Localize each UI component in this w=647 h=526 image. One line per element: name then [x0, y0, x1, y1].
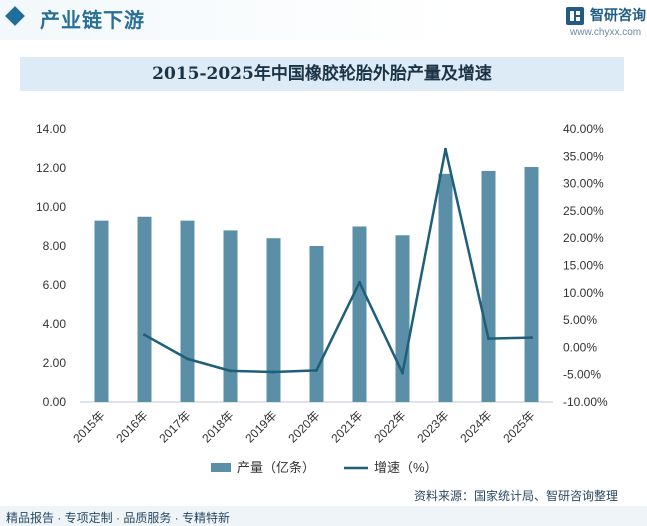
legend-line-label: 增速（%）: [374, 460, 438, 475]
y-right-tick-label: -5.00%: [563, 368, 601, 382]
x-tick-label: 2023年: [414, 408, 451, 445]
growth-point: [530, 336, 533, 340]
x-tick-label: 2021年: [328, 408, 365, 445]
bar-production: [438, 173, 453, 402]
y-right-tick-label: 25.00%: [563, 204, 604, 218]
y-left-tick-label: 10.00: [36, 200, 66, 214]
y-right-tick-label: -10.00%: [563, 395, 608, 409]
x-tick-label: 2015年: [70, 408, 107, 445]
x-tick-label: 2019年: [242, 408, 279, 445]
y-left-tick-label: 14.00: [36, 122, 66, 136]
footer-bar: [0, 506, 647, 526]
bar-production: [481, 170, 496, 402]
brand-url[interactable]: www.chyxx.com: [570, 27, 642, 38]
y-right-tick-label: 5.00%: [563, 313, 597, 327]
growth-point: [487, 337, 490, 341]
bar-production: [180, 220, 195, 402]
section-title: 产业链下游: [40, 10, 145, 32]
bar-production: [137, 216, 152, 402]
bar-production: [524, 167, 539, 402]
legend-bar-label: 产量（亿条）: [237, 460, 315, 475]
x-tick-label: 2024年: [457, 408, 494, 445]
bar-production: [266, 238, 281, 402]
y-right-tick-label: 0.00%: [563, 340, 597, 354]
bar-production: [223, 230, 238, 402]
y-right-tick-label: 30.00%: [563, 177, 604, 191]
x-tick-label: 2016年: [113, 408, 150, 445]
growth-point: [401, 371, 404, 375]
y-left-tick-label: 12.00: [36, 161, 66, 175]
y-right-tick-label: 20.00%: [563, 231, 604, 245]
title-band: [20, 57, 624, 91]
bar-production: [352, 226, 367, 402]
growth-point: [272, 370, 275, 374]
source-note: 资料来源：国家统计局、智研咨询整理: [414, 489, 619, 503]
chart-title: 2015-2025年中国橡胶轮胎外胎产量及增速: [152, 64, 492, 84]
x-tick-label: 2020年: [285, 408, 322, 445]
y-right-tick-label: 10.00%: [563, 286, 604, 300]
growth-point: [358, 280, 361, 284]
y-right-tick-label: 35.00%: [563, 149, 604, 163]
y-left-tick-label: 0.00: [43, 395, 67, 409]
legend-bar-swatch: [211, 463, 231, 472]
x-tick-label: 2022年: [371, 408, 408, 445]
growth-point: [143, 333, 146, 337]
growth-point: [186, 357, 189, 361]
growth-point: [315, 368, 318, 372]
y-right-tick-label: 15.00%: [563, 259, 604, 273]
y-left-tick-label: 6.00: [43, 278, 67, 292]
y-left-tick-label: 8.00: [43, 239, 67, 253]
growth-point: [444, 147, 447, 151]
bar-production: [94, 220, 109, 402]
bar-production: [309, 246, 324, 402]
growth-point: [229, 369, 232, 373]
brand-logo-icon: [566, 7, 584, 25]
brand-name: 智研咨询: [590, 7, 646, 23]
x-tick-label: 2018年: [199, 408, 236, 445]
y-right-tick-label: 40.00%: [563, 122, 604, 136]
x-tick-label: 2025年: [500, 408, 537, 445]
growth-line: [143, 147, 532, 375]
bar-production: [395, 235, 410, 402]
y-left-tick-label: 4.00: [43, 317, 67, 331]
footer-tagline: 精品报告 · 专项定制 · 品质服务 · 专精特新: [6, 511, 230, 525]
x-tick-label: 2017年: [156, 408, 193, 445]
y-left-tick-label: 2.00: [43, 356, 67, 370]
header-bar: [0, 0, 647, 40]
